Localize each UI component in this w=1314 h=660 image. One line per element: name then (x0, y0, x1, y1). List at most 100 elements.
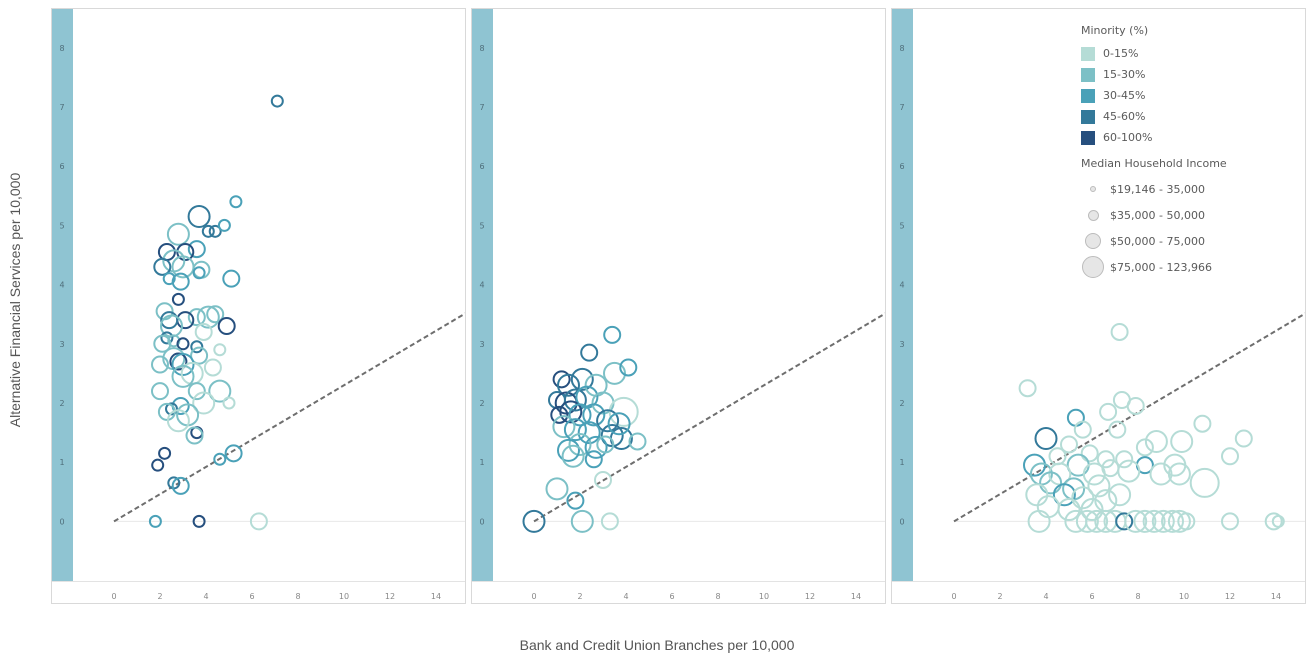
data-point[interactable] (1189, 467, 1220, 498)
data-point[interactable] (213, 452, 227, 466)
data-point[interactable] (171, 272, 190, 291)
data-point[interactable] (1144, 429, 1168, 453)
data-point[interactable] (187, 240, 206, 259)
data-point[interactable] (224, 444, 243, 463)
legend-color-item[interactable]: 45-60% (1081, 106, 1311, 127)
data-point[interactable] (217, 317, 236, 336)
data-point[interactable] (584, 450, 603, 469)
data-point[interactable] (169, 352, 188, 371)
data-point[interactable] (603, 361, 626, 385)
data-point[interactable] (559, 400, 583, 424)
data-point[interactable] (1271, 514, 1285, 528)
data-point[interactable] (1167, 462, 1191, 486)
data-point[interactable] (160, 331, 174, 345)
data-point[interactable] (1073, 420, 1092, 439)
data-point[interactable] (550, 405, 569, 424)
data-point[interactable] (222, 269, 241, 288)
data-point[interactable] (1108, 483, 1132, 507)
data-point[interactable] (607, 412, 631, 436)
data-point[interactable] (522, 509, 546, 533)
data-point[interactable] (1221, 512, 1239, 531)
data-point[interactable] (162, 272, 176, 286)
data-point[interactable] (171, 364, 195, 388)
data-point[interactable] (171, 353, 195, 377)
data-point[interactable] (566, 491, 585, 510)
data-point[interactable] (1117, 459, 1141, 483)
data-point[interactable] (208, 379, 232, 403)
scatter-panel-1[interactable]: 01234567890246810121416 (51, 8, 466, 604)
data-point[interactable] (1080, 444, 1099, 463)
legend-color-item[interactable]: 15-30% (1081, 64, 1311, 85)
data-point[interactable] (151, 382, 169, 401)
data-point[interactable] (1124, 509, 1148, 533)
data-point[interactable] (1096, 450, 1115, 469)
data-point[interactable] (596, 435, 615, 454)
data-point[interactable] (171, 476, 190, 495)
data-point[interactable] (192, 514, 206, 528)
data-point[interactable] (1034, 427, 1058, 451)
data-point[interactable] (1126, 396, 1145, 415)
data-point[interactable] (580, 343, 599, 362)
data-point[interactable] (596, 409, 620, 433)
data-point[interactable] (190, 340, 204, 354)
data-point[interactable] (171, 292, 185, 306)
data-point[interactable] (1193, 414, 1212, 433)
data-point[interactable] (160, 311, 179, 330)
legend-color-item[interactable]: 0-15% (1081, 43, 1311, 64)
data-point[interactable] (570, 367, 594, 391)
data-point[interactable] (194, 322, 213, 341)
data-point[interactable] (213, 343, 227, 357)
data-point[interactable] (1115, 512, 1134, 531)
data-point[interactable] (568, 403, 592, 427)
data-point[interactable] (608, 396, 639, 427)
data-point[interactable] (1110, 322, 1129, 341)
data-point[interactable] (192, 260, 211, 279)
data-point[interactable] (148, 514, 162, 528)
data-point[interactable] (222, 396, 236, 410)
data-point[interactable] (600, 512, 619, 531)
legend-color-item[interactable]: 60-100% (1081, 127, 1311, 148)
data-point[interactable] (1018, 379, 1037, 398)
data-point[interactable] (201, 224, 215, 238)
data-point[interactable] (208, 224, 222, 238)
data-point[interactable] (628, 432, 647, 451)
data-point[interactable] (545, 477, 569, 501)
data-point[interactable] (229, 195, 243, 209)
data-point[interactable] (187, 205, 211, 229)
data-point[interactable] (187, 308, 206, 327)
data-point[interactable] (557, 373, 580, 397)
data-point[interactable] (1264, 512, 1283, 531)
data-point[interactable] (166, 409, 190, 433)
data-point[interactable] (203, 358, 222, 377)
data-point[interactable] (192, 266, 206, 280)
data-point[interactable] (153, 257, 172, 276)
data-point[interactable] (158, 446, 172, 460)
data-point[interactable] (1036, 495, 1060, 519)
data-point[interactable] (1161, 509, 1184, 533)
data-point[interactable] (1082, 462, 1106, 486)
data-point[interactable] (1027, 509, 1051, 533)
scatter-panel-2[interactable]: 01234567890246810121416 (471, 8, 886, 604)
data-point[interactable] (561, 444, 585, 468)
data-point[interactable] (577, 421, 601, 445)
data-point[interactable] (1080, 498, 1104, 522)
data-point[interactable] (190, 346, 209, 365)
data-point[interactable] (151, 458, 165, 472)
data-point[interactable] (584, 435, 608, 459)
data-point[interactable] (1025, 483, 1049, 507)
data-point[interactable] (1151, 509, 1175, 533)
data-point[interactable] (1167, 509, 1191, 533)
data-point[interactable] (166, 222, 190, 246)
data-point[interactable] (1133, 509, 1157, 533)
data-point[interactable] (603, 325, 622, 344)
data-point[interactable] (1071, 486, 1095, 510)
data-point[interactable] (206, 305, 225, 324)
data-point[interactable] (563, 388, 587, 412)
data-point[interactable] (1115, 450, 1134, 469)
data-point[interactable] (196, 305, 220, 329)
data-point[interactable] (1099, 402, 1118, 421)
data-point[interactable] (151, 355, 169, 374)
scatter-panel-3[interactable]: 01234567890246810121416 (891, 8, 1306, 604)
data-point[interactable] (1085, 509, 1109, 533)
data-point[interactable] (153, 334, 172, 353)
